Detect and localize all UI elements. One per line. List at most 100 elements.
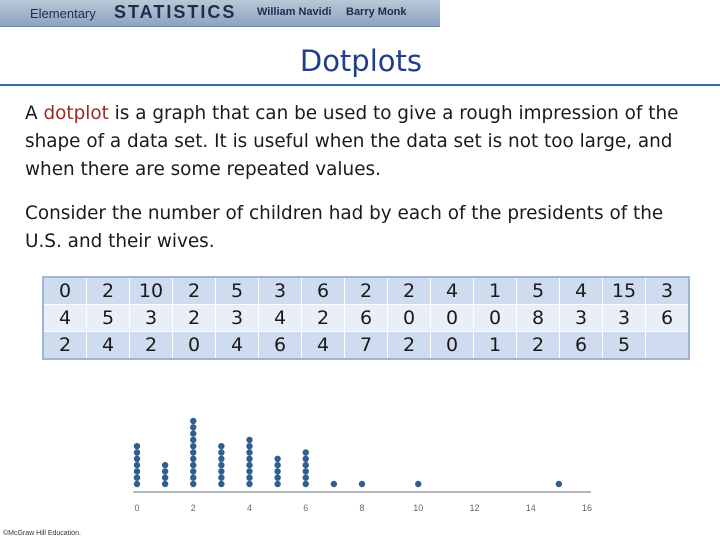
dot-point — [133, 474, 141, 481]
table-cell: 2 — [301, 304, 345, 332]
x-tick-label: 4 — [247, 503, 252, 513]
dot-point — [190, 474, 197, 481]
dot-point — [190, 424, 197, 431]
dot-point — [302, 449, 309, 456]
dot-point — [161, 474, 169, 481]
dot-point — [218, 455, 225, 462]
author-name: Barry Monk — [346, 6, 407, 18]
x-tick-label: 16 — [582, 503, 592, 513]
table-cell: 0 — [430, 331, 474, 360]
table-cell: 8 — [516, 304, 560, 332]
table-cell: 4 — [301, 331, 345, 360]
table-cell: 6 — [645, 304, 690, 332]
dot-point — [274, 480, 281, 488]
x-tick-label: 6 — [303, 503, 308, 513]
dot-point — [302, 468, 309, 475]
table-cell: 6 — [559, 331, 603, 360]
table-cell: 2 — [42, 331, 87, 360]
dot-point — [190, 430, 197, 437]
x-tick-label: 0 — [134, 503, 139, 513]
x-tick-label: 2 — [191, 503, 196, 513]
table-cell: 4 — [258, 304, 302, 332]
dot-point — [190, 449, 197, 456]
table-cell: 4 — [430, 276, 474, 305]
table-cell: 3 — [602, 304, 646, 332]
dot-point — [218, 480, 225, 488]
dot-point — [246, 480, 253, 488]
dot-point — [274, 455, 281, 462]
dot-point — [190, 468, 197, 475]
children-data-table: 0 2 10 2 5 3 6 2 2 4 1 5 4 15 3 4 5 3 2 3 4 2 6 0 0 0 8 3 3 6 2 4 2 0 4 6 4 7… — [42, 276, 690, 360]
table-cell: 2 — [516, 331, 560, 360]
dot-point — [133, 455, 141, 462]
dot-point — [133, 461, 141, 469]
table-cell: 2 — [129, 331, 173, 360]
dot-point — [218, 474, 225, 481]
table-cell: 5 — [602, 331, 646, 360]
table-cell: 6 — [258, 331, 302, 360]
table-cell: 4 — [42, 304, 87, 332]
table-cell: 4 — [559, 276, 603, 305]
dot-point — [190, 417, 197, 425]
header-banner: Elementary STATISTICS William Navidi Bar… — [0, 0, 440, 27]
x-tick-label: 10 — [413, 503, 423, 513]
table-cell: 2 — [344, 276, 388, 305]
dot-point — [246, 461, 253, 469]
table-cell: 2 — [172, 276, 216, 305]
table-cell: 5 — [86, 304, 130, 332]
table-cell: 15 — [602, 276, 646, 305]
dot-point — [218, 468, 225, 475]
dot-point — [246, 455, 253, 462]
table-cell: 7 — [344, 331, 388, 360]
table-cell: 10 — [129, 276, 173, 305]
dot-point — [302, 461, 309, 469]
table-cell: 0 — [473, 304, 517, 332]
table-cell: 4 — [86, 331, 130, 360]
table-cell: 3 — [645, 276, 690, 305]
dot-point — [190, 443, 197, 450]
table-cell: 2 — [172, 304, 216, 332]
x-tick-label: 12 — [469, 503, 479, 513]
author-name: William Navidi — [257, 6, 332, 18]
table-cell — [645, 331, 690, 360]
dot-point — [161, 461, 169, 469]
keyword-dotplot: dotplot — [43, 103, 109, 124]
table-cell: 3 — [129, 304, 173, 332]
slide-title: Dotplots — [299, 44, 422, 78]
dot-point — [133, 443, 141, 450]
table-cell: 3 — [559, 304, 603, 332]
x-tick-label: 14 — [526, 503, 536, 513]
table-cell: 2 — [86, 276, 130, 305]
table-cell: 6 — [301, 276, 345, 305]
table-cell: 0 — [42, 276, 87, 305]
dot-point — [415, 480, 422, 488]
dotplot-chart: 0 2 4 6 8 10 12 14 16 — [133, 417, 592, 513]
table-cell: 1 — [473, 331, 517, 360]
dot-point — [218, 461, 225, 469]
dot-point — [302, 480, 309, 488]
dot-point — [190, 461, 197, 469]
dot-point — [190, 480, 197, 488]
dot-point — [133, 468, 141, 475]
table-cell: 3 — [215, 304, 259, 332]
dot-point — [274, 461, 281, 469]
dot-point — [358, 480, 366, 488]
table-cell: 5 — [215, 276, 259, 305]
table-cell: 1 — [473, 276, 517, 305]
dot-point — [246, 474, 253, 481]
dot-point — [274, 468, 281, 475]
dot-point — [246, 468, 253, 475]
table-cell: 0 — [172, 331, 216, 360]
dot-point — [246, 449, 253, 456]
dot-point — [218, 443, 225, 450]
title-divider — [0, 84, 720, 86]
dot-point — [274, 474, 281, 481]
table-row: 0 2 10 2 5 3 6 2 2 4 1 5 4 15 3 — [42, 276, 690, 305]
dot-point — [133, 480, 141, 488]
intro-paragraph: A dotplot is a graph that can be used to… — [25, 103, 679, 180]
table-cell: 2 — [387, 276, 431, 305]
x-tick-label: 8 — [359, 503, 364, 513]
dot-point — [161, 468, 169, 475]
